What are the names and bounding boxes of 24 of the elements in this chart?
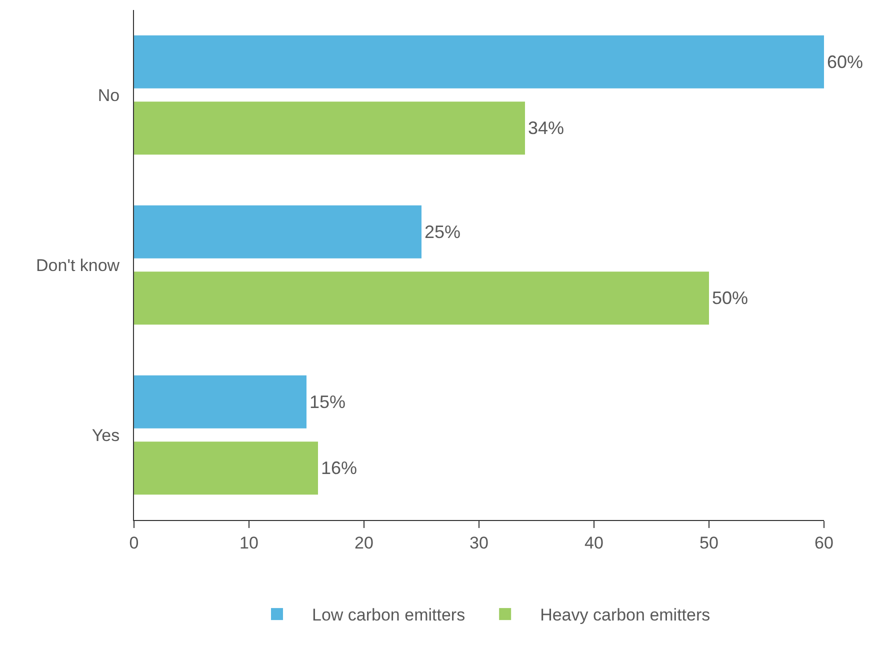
y-tick-label: No: [98, 86, 120, 105]
x-tick-label: 20: [354, 533, 374, 552]
x-tick-label: 10: [240, 533, 258, 552]
x-tick-label: 0: [129, 533, 139, 552]
bar: [134, 272, 709, 325]
data-label: 25%: [424, 222, 461, 242]
x-tick-label: 40: [584, 533, 604, 552]
legend-label: Low carbon emitters: [312, 606, 466, 625]
legend-label: Heavy carbon emitters: [540, 606, 710, 625]
y-tick-label: Don't know: [36, 256, 120, 275]
bar: [134, 205, 422, 258]
data-label: 34%: [528, 118, 564, 138]
bar: [134, 442, 318, 495]
bar: [134, 35, 824, 88]
data-label: 60%: [827, 52, 864, 72]
data-label: 16%: [321, 458, 358, 478]
y-tick-label: Yes: [92, 426, 120, 445]
x-tick-label: 60: [814, 533, 834, 552]
bar: [134, 375, 306, 428]
bar: [134, 102, 525, 155]
x-tick-label: 50: [700, 533, 718, 552]
data-label: 15%: [310, 392, 346, 412]
x-tick-label: 30: [470, 533, 488, 552]
data-label: 50%: [712, 288, 748, 308]
